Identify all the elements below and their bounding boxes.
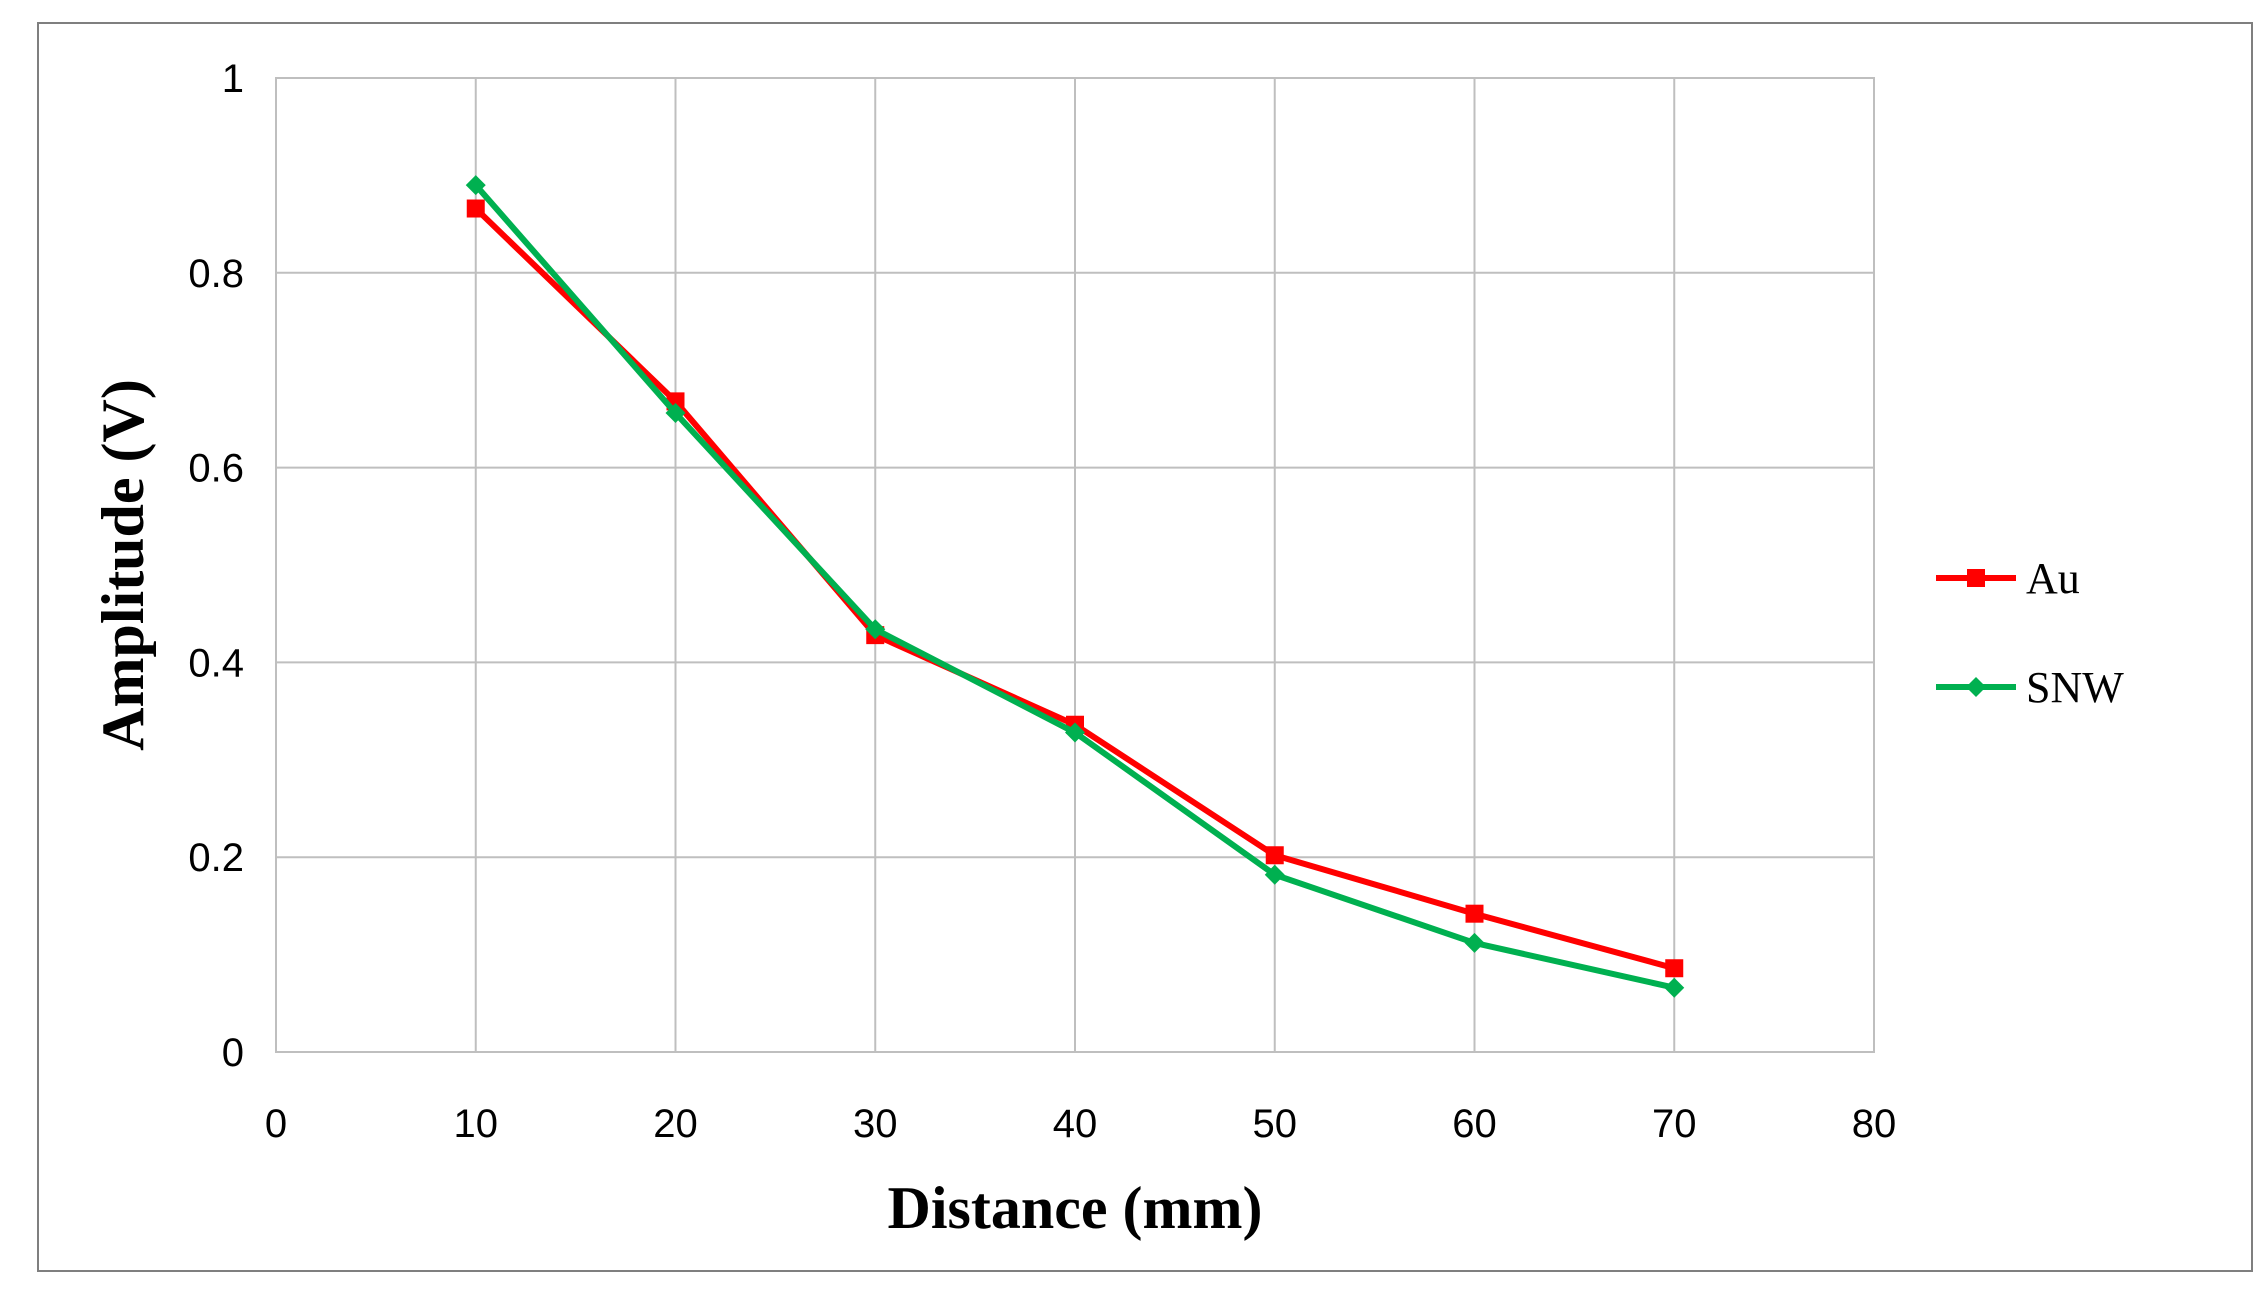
gridlines	[275, 77, 1875, 1053]
data-point-marker	[1464, 932, 1485, 953]
y-axis-title: Amplitude (V)	[90, 379, 156, 751]
x-tick-label: 20	[653, 1102, 698, 1146]
y-tick-label: 0	[222, 1031, 244, 1075]
series-snw	[465, 175, 1685, 998]
data-point-marker	[465, 175, 486, 196]
data-point-marker	[665, 403, 686, 424]
y-tick-label: 0.8	[188, 252, 244, 296]
x-tick-labels: 0 10 20 30 40 50 60 70 80	[265, 1102, 1896, 1146]
data-point-marker	[1665, 959, 1684, 978]
x-tick-label: 0	[265, 1102, 287, 1146]
plot-area-border	[275, 77, 1875, 1053]
legend: Au SNW	[1936, 554, 2124, 712]
legend-item-snw: SNW	[1936, 663, 2124, 712]
x-axis-title: Distance (mm)	[888, 1175, 1263, 1241]
data-point-marker	[1966, 677, 1986, 697]
data-point-marker	[1967, 569, 1985, 587]
data-point-marker	[1465, 904, 1484, 923]
y-tick-label: 1	[222, 57, 244, 101]
x-tick-label: 30	[853, 1102, 898, 1146]
y-tick-label: 0.2	[188, 836, 244, 880]
data-point-marker	[1664, 977, 1685, 998]
data-point-marker	[865, 619, 886, 640]
data-point-marker	[466, 199, 485, 218]
legend-item-au: Au	[1936, 554, 2080, 603]
legend-label: Au	[2026, 554, 2080, 603]
chart-frame	[37, 22, 2253, 1272]
x-tick-label: 60	[1452, 1102, 1497, 1146]
y-tick-label: 0.4	[188, 641, 244, 685]
data-point-marker	[1065, 722, 1085, 743]
x-tick-label: 50	[1253, 1102, 1298, 1146]
x-tick-label: 70	[1652, 1102, 1697, 1146]
legend-label: SNW	[2026, 663, 2124, 712]
data-series	[465, 175, 1685, 998]
y-tick-label: 0.6	[188, 447, 244, 491]
x-tick-label: 80	[1852, 1102, 1897, 1146]
y-tick-labels: 0 0.2 0.4 0.6 0.8 1	[188, 57, 244, 1075]
data-point-marker	[1264, 864, 1285, 885]
x-tick-label: 40	[1053, 1102, 1098, 1146]
data-point-marker	[1265, 846, 1284, 865]
x-tick-label: 10	[454, 1102, 499, 1146]
